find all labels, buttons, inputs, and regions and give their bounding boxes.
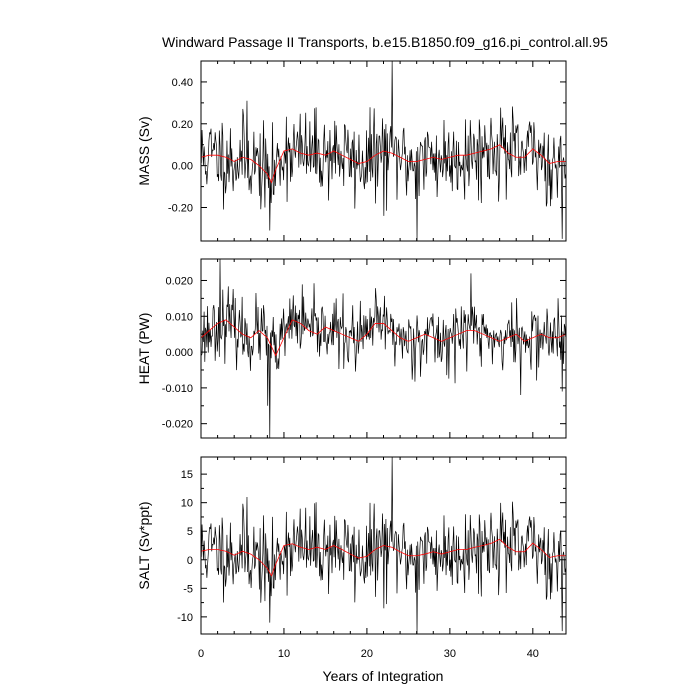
x-tick-label: 30 (444, 648, 456, 660)
smoothed-series-line (201, 319, 566, 357)
chart-title: Windward Passage II Transports, b.e15.B1… (162, 34, 608, 50)
raw-series-line (201, 457, 566, 634)
x-tick-label: 20 (361, 648, 373, 660)
y-tick-label: 15 (181, 469, 193, 481)
x-tick-label: 0 (198, 648, 204, 660)
smoothed-series-line (201, 144, 566, 184)
raw-series-line (201, 61, 566, 241)
x-axis-title: Years of Integration (323, 668, 444, 684)
y-tick-label: 5 (187, 526, 193, 538)
y-axis-title: SALT (Sv*ppt) (136, 501, 152, 589)
y-tick-label: -10 (177, 612, 193, 624)
y-tick-label: -5 (183, 583, 193, 595)
y-tick-label: -0.020 (162, 419, 193, 431)
panel-3: -10 -5 0 5 10 15 SALT (Sv*ppt) (136, 456, 567, 635)
smoothed-series-line (201, 538, 566, 577)
y-tick-label: 10 (181, 498, 193, 510)
y-tick-label: 0.010 (165, 311, 193, 323)
y-tick-label: 0.00 (172, 161, 193, 173)
y-tick-label: 0.40 (172, 77, 193, 89)
raw-series-line (201, 259, 566, 438)
y-tick-label: 0.000 (165, 347, 193, 359)
y-tick-label: 0.020 (165, 275, 193, 287)
y-axis-title: HEAT (PW) (136, 313, 152, 385)
y-tick-label: -0.20 (168, 203, 193, 215)
panels: -0.20 0.00 0.20 0.40 MASS (Sv) -0.020 -0.010 0.… (136, 60, 567, 660)
x-tick-label: 40 (527, 648, 539, 660)
x-tick-label: 10 (278, 648, 290, 660)
panel-frame (200, 258, 567, 439)
y-tick-label: 0 (187, 555, 193, 567)
y-axis-title: MASS (Sv) (136, 116, 152, 185)
y-tick-label: 0.20 (172, 119, 193, 131)
y-tick-label: -0.010 (162, 383, 193, 395)
panel-1: -0.20 0.00 0.20 0.40 MASS (Sv) (136, 60, 567, 242)
panel-2: -0.020 -0.010 0.000 0.010 0.020 HEAT (PW) (136, 258, 567, 439)
